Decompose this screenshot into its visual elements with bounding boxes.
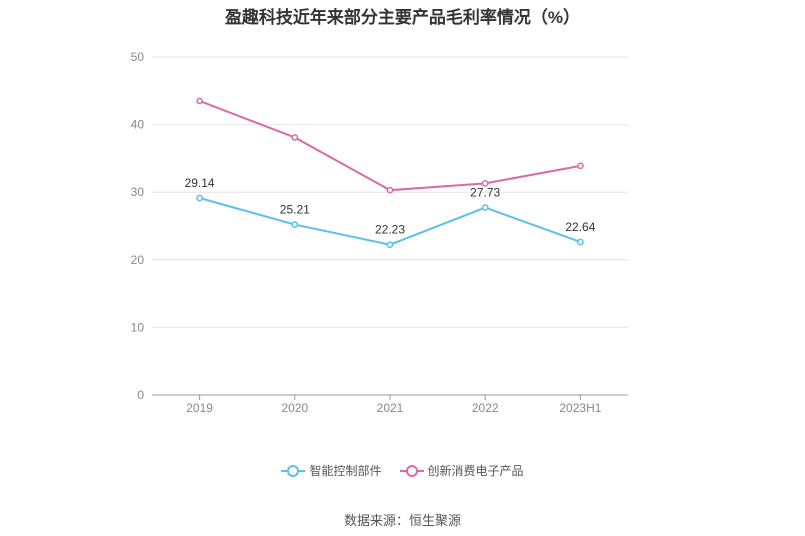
data-label: 29.14 [185, 176, 215, 190]
legend-item[interactable]: 创新消费电子产品 [399, 462, 524, 479]
legend: 智能控制部件 创新消费电子产品 [0, 462, 805, 479]
y-tick-label: 0 [137, 388, 144, 402]
y-tick-label: 40 [131, 118, 145, 132]
x-tick-label: 2021 [377, 401, 404, 415]
series-line [199, 197, 581, 246]
source-note: 数据来源：恒生聚源 [343, 513, 461, 528]
data-point [196, 194, 203, 202]
y-tick-label: 10 [131, 320, 145, 334]
data-label: 25.21 [280, 203, 310, 217]
legend-item[interactable]: 智能控制部件 [281, 462, 382, 479]
data-label: 27.73 [470, 186, 500, 200]
legend-marker-icon [281, 464, 306, 477]
data-label: 22.23 [375, 223, 405, 237]
series-line [199, 100, 581, 192]
legend-label: 智能控制部件 [309, 464, 382, 478]
legend-marker-icon [399, 464, 424, 477]
x-tick-label: 2020 [281, 401, 308, 415]
data-point [386, 241, 394, 249]
x-tick-label: 2022 [472, 401, 499, 415]
data-point [291, 221, 299, 228]
data-point [196, 97, 203, 105]
series-lines [196, 97, 584, 249]
y-tick-label: 30 [131, 185, 145, 199]
data-point [386, 186, 394, 194]
x-tick-label: 2023H1 [559, 401, 601, 415]
y-tick-label: 20 [131, 253, 145, 267]
legend-label: 创新消费电子产品 [427, 464, 524, 478]
data-point [577, 162, 584, 170]
data-label: 22.64 [565, 220, 595, 234]
data-point [291, 134, 299, 141]
y-tick-label: 50 [131, 50, 145, 64]
x-tick-label: 2019 [186, 401, 213, 415]
data-point [577, 238, 584, 246]
axes: 0 10 20 30 40 50 2019 2020 2021 2022 2023H1 [131, 50, 628, 415]
data-point [481, 180, 489, 187]
data-point [481, 204, 489, 211]
data-labels: 29.14 25.21 22.23 27.73 22.64 [185, 176, 596, 237]
chart-title: 盈趣科技近年来部分主要产品毛利率情况（%） [224, 8, 581, 27]
